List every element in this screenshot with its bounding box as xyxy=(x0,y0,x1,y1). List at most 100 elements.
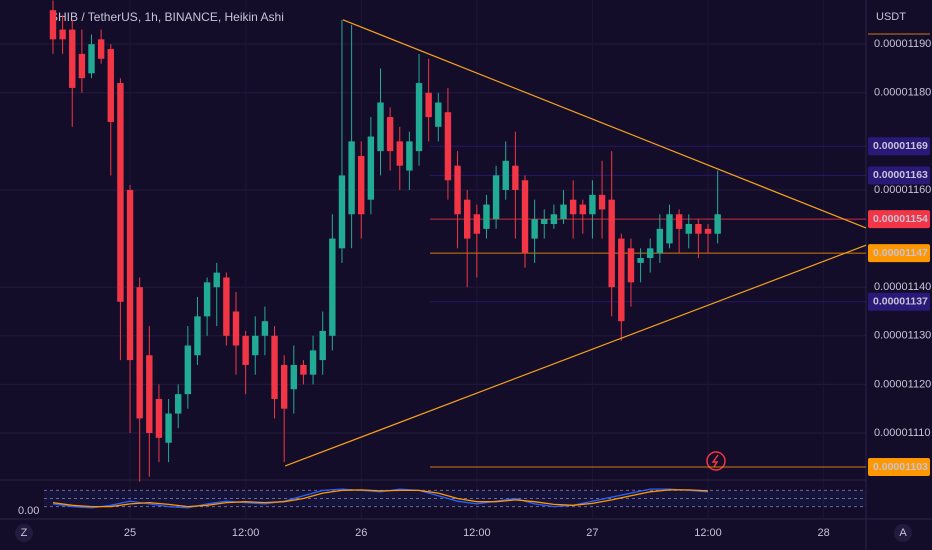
candle-body xyxy=(521,180,529,254)
candles xyxy=(49,0,721,482)
candle-body xyxy=(309,350,317,375)
candle-body xyxy=(415,83,423,152)
candle-body xyxy=(704,228,712,234)
candle-body xyxy=(627,248,635,283)
candle-body xyxy=(348,141,355,215)
candle-body xyxy=(338,175,346,249)
x-tick-label: 26 xyxy=(355,527,367,539)
candle-body xyxy=(165,413,172,443)
candle-body xyxy=(492,175,500,220)
candle-body xyxy=(386,117,394,152)
x-tick-label: 12:00 xyxy=(232,527,260,539)
candle-body xyxy=(59,29,66,40)
candle-body xyxy=(223,277,230,336)
price-tag-label: 0.00001169 xyxy=(873,140,928,152)
price-tag-label: 0.00001147 xyxy=(873,247,928,259)
candle-body xyxy=(618,238,625,322)
y-tick-label: 0.00001120 xyxy=(874,378,931,390)
candle-body xyxy=(155,398,163,438)
corner-left[interactable]: Z xyxy=(21,527,28,539)
candle-body xyxy=(463,199,471,239)
price-tag xyxy=(868,137,930,156)
candle-body xyxy=(579,204,586,215)
candle-body xyxy=(608,199,615,288)
alert-icon[interactable] xyxy=(706,451,726,471)
candle-body xyxy=(435,102,442,127)
candle-body xyxy=(97,39,105,59)
candle-body xyxy=(589,194,596,215)
candle-body xyxy=(367,136,375,200)
candle-body xyxy=(300,364,307,375)
candle-body xyxy=(406,141,413,171)
indicator-line xyxy=(52,488,709,509)
chart-title: SHIB / TetherUS, 1h, BINANCE, Heikin Ash… xyxy=(50,10,284,24)
price-tag xyxy=(868,210,930,229)
candle-body xyxy=(117,83,124,302)
candle-body xyxy=(78,53,86,79)
candle-body xyxy=(454,165,461,215)
corner-button[interactable] xyxy=(894,524,912,542)
price-tag-label: 0.00001103 xyxy=(873,461,928,473)
candle-body xyxy=(358,155,365,215)
candle-body xyxy=(280,364,288,409)
candle-body xyxy=(637,258,644,263)
candle-body xyxy=(444,112,452,181)
candle-body xyxy=(319,330,326,361)
x-tick-label: 28 xyxy=(817,527,829,539)
candle-body xyxy=(685,224,692,234)
alert-bolt[interactable] xyxy=(711,454,719,468)
candle-body xyxy=(232,311,240,346)
candle-body xyxy=(136,287,143,419)
x-tick-label: 27 xyxy=(586,527,598,539)
candle-body xyxy=(377,102,384,152)
trendline xyxy=(284,244,867,467)
candle-body xyxy=(425,92,432,118)
candle-body xyxy=(675,214,683,229)
candle-body xyxy=(271,335,278,399)
corner-right[interactable]: A xyxy=(899,527,907,539)
y-tick-label: 0.00001130 xyxy=(874,330,931,342)
x-tick-label: 12:00 xyxy=(694,527,722,539)
candle-body xyxy=(146,355,153,433)
candle-body xyxy=(261,321,269,336)
indicator-line xyxy=(52,489,709,508)
axis-unit: USDT xyxy=(876,11,906,23)
candle-body xyxy=(329,238,336,336)
price-tag-label: 0.00001163 xyxy=(873,169,928,181)
candle-body xyxy=(69,29,76,88)
price-tag-label: 0.00001137 xyxy=(873,296,928,308)
candle-body xyxy=(541,219,548,225)
y-tick-label: 0.00001110 xyxy=(874,427,930,439)
price-tag xyxy=(868,166,930,185)
x-tick-label: 12:00 xyxy=(463,527,491,539)
alert-ring[interactable] xyxy=(706,451,726,471)
corner-button[interactable] xyxy=(15,524,33,542)
trendline xyxy=(342,19,867,229)
candle-body xyxy=(531,219,538,239)
candle-body xyxy=(656,228,664,254)
candle-body xyxy=(213,272,220,288)
candle-body xyxy=(184,345,192,395)
y-tick-label: 0.00001160 xyxy=(874,184,931,196)
candle-body xyxy=(550,214,558,225)
candle-body xyxy=(714,214,721,234)
candle-body xyxy=(203,282,211,317)
y-tick-label: 0.00001190 xyxy=(874,38,931,50)
candle-body xyxy=(473,214,481,234)
price-tag xyxy=(868,458,930,477)
candle-body xyxy=(242,335,249,365)
candle-body xyxy=(126,189,134,361)
candle-body xyxy=(560,204,567,220)
price-tag xyxy=(868,292,930,311)
candle-body xyxy=(88,44,95,74)
candle-body xyxy=(666,214,673,244)
x-tick-label: 25 xyxy=(124,527,136,539)
candle-body xyxy=(598,194,606,210)
candle-body xyxy=(175,394,182,414)
price-tag-label: 0.00001154 xyxy=(873,213,928,225)
candle-body xyxy=(107,49,114,122)
candle-body xyxy=(396,141,403,166)
indicator-label: 0.00 xyxy=(18,505,39,517)
